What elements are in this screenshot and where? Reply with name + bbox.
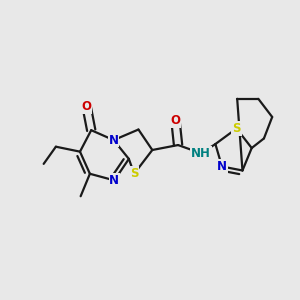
Text: O: O	[170, 114, 180, 127]
Text: N: N	[109, 174, 119, 187]
Text: N: N	[217, 160, 227, 173]
Text: O: O	[82, 100, 92, 113]
Text: S: S	[232, 122, 241, 135]
Text: N: N	[109, 134, 119, 147]
Text: NH: NH	[191, 147, 211, 160]
Text: S: S	[130, 167, 138, 180]
